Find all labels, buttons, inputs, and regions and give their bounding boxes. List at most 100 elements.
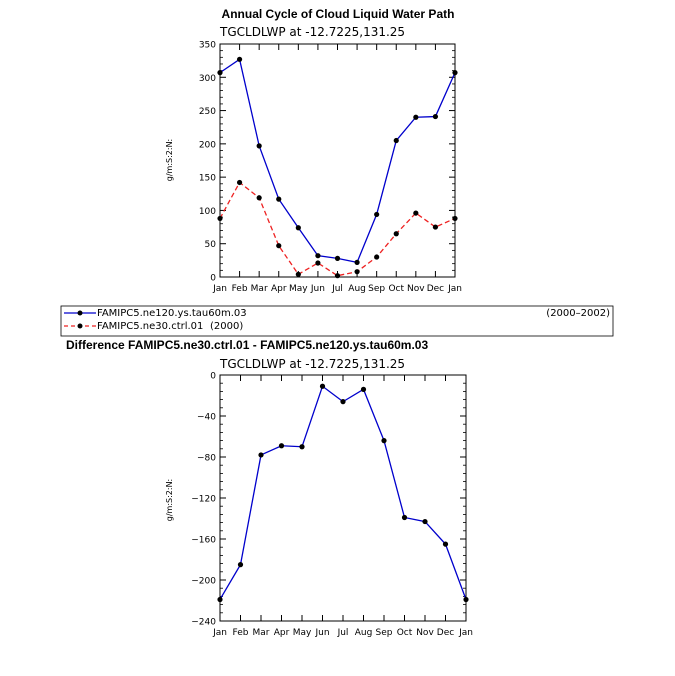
annual-cycle-chart: Annual Cycle of Cloud Liquid Water Path …	[165, 7, 462, 294]
c2-xtick-label: Oct	[397, 628, 413, 638]
chart2-subtitle: TGCLDLWP at -12.7225,131.25	[219, 357, 405, 371]
chart2-y-axis: 0 −40 −80 −120 −160 −200 −240	[191, 372, 466, 628]
c1-series-0-point	[217, 70, 223, 76]
c2-ytick-label: −40	[197, 413, 216, 423]
chart2-series	[217, 383, 469, 603]
chart1-title: Annual Cycle of Cloud Liquid Water Path	[222, 7, 455, 21]
c2-xtick-label: Jan	[212, 628, 227, 638]
c1-xtick-label: Nov	[407, 284, 425, 294]
c1-series-0-point	[315, 253, 321, 259]
c1-xtick-label: Jul	[331, 284, 343, 294]
c2-ytick-label: −80	[197, 454, 216, 464]
c1-series-1-point	[315, 260, 321, 266]
legend: FAMIPC5.ne120.ys.tau60m.03 (2000–2002) F…	[60, 305, 614, 337]
c1-xtick-label: Feb	[232, 284, 248, 294]
c2-series-0-point	[258, 452, 264, 458]
legend-label-ne120: FAMIPC5.ne120.ys.tau60m.03	[97, 308, 247, 319]
c1-series-0-point	[256, 143, 262, 149]
c1-series-0-point	[452, 70, 458, 76]
legend-period-ne120: (2000–2002)	[546, 308, 610, 319]
c2-series-0-point	[442, 541, 449, 547]
c2-xtick-label: Nov	[416, 628, 434, 638]
c1-ytick-label: 250	[199, 107, 216, 117]
chart1-subtitle: TGCLDLWP at -12.7225,131.25	[219, 25, 405, 39]
c2-ytick-label: 0	[210, 372, 216, 382]
c2-xtick-label: May	[293, 628, 312, 638]
legend-marker-ne30	[77, 323, 83, 329]
c1-ytick-label: 0	[210, 274, 216, 284]
chart2-x-axis: Jan Feb Mar Apr May Jun Jul Aug Sep Oct Nov Dec Jan	[212, 375, 473, 638]
c1-series-0-point	[393, 137, 399, 144]
c2-ytick-label: −120	[191, 495, 216, 505]
c1-series-1-point	[413, 210, 419, 216]
c1-xtick-label: Aug	[348, 284, 366, 294]
chart1-y-label: g/m:S:2:N:	[165, 139, 174, 182]
chart1-frame	[219, 43, 456, 278]
c1-series-0-point	[354, 259, 360, 265]
c1-series-0-point	[413, 114, 419, 120]
c1-series-0-point	[432, 113, 439, 120]
c2-series-0-point	[299, 444, 305, 450]
c1-ytick-label: 350	[199, 41, 216, 51]
c1-series-1-point	[354, 269, 360, 275]
c1-ytick-label: 200	[199, 140, 216, 150]
c2-xtick-label: Jan	[458, 628, 473, 638]
c1-xtick-label: Jan	[212, 284, 227, 294]
c1-series-1-point	[236, 179, 243, 186]
c2-xtick-label: Jul	[337, 628, 349, 638]
c2-series-0-point	[463, 596, 469, 603]
chart1-y-axis: 0 50 100 150 200 250 300 350	[199, 41, 455, 284]
c2-xtick-label: Apr	[274, 628, 290, 638]
c1-xtick-label: Jan	[447, 284, 462, 294]
c2-xtick-label: Jun	[314, 628, 329, 638]
c1-series-1-point	[334, 273, 341, 279]
c1-series-1-point	[276, 243, 282, 249]
c2-series-0-point	[401, 514, 408, 521]
c1-ytick-label: 150	[199, 174, 216, 184]
c1-series-1-point	[256, 195, 262, 201]
chart1-x-axis: Jan Feb Mar Apr May Jun Jul Aug Sep Oct Nov Dec Jan	[212, 44, 462, 294]
c2-series-0-point	[360, 386, 367, 392]
c1-xtick-label: Oct	[388, 284, 404, 294]
c1-series-0-point	[276, 196, 282, 202]
c1-xtick-label: Mar	[251, 284, 268, 294]
c1-series-1-point	[295, 271, 301, 277]
c1-series-line-0	[219, 58, 456, 264]
c1-series-line-1	[219, 181, 456, 277]
c2-series-0-point	[278, 443, 285, 449]
chart2-title: Difference FAMIPC5.ne30.ctrl.01 - FAMIPC…	[66, 338, 428, 352]
c2-ytick-label: −200	[191, 577, 216, 587]
c1-xtick-label: Dec	[427, 284, 444, 294]
c2-series-0-point	[422, 518, 428, 525]
c1-ytick-label: 100	[199, 207, 216, 217]
c2-xtick-label: Aug	[355, 628, 373, 638]
c2-xtick-label: Feb	[233, 628, 249, 638]
c1-series-1-point	[217, 215, 223, 222]
difference-chart: Difference FAMIPC5.ne30.ctrl.01 - FAMIPC…	[66, 338, 473, 638]
c1-series-1-point	[374, 254, 380, 260]
legend-period-ne30: (2000)	[210, 321, 243, 332]
c2-series-line-0	[219, 385, 467, 600]
chart2-frame	[219, 374, 467, 622]
c1-ytick-label: 300	[199, 74, 216, 84]
c1-xtick-label: Sep	[368, 284, 385, 294]
chart2-y-label: g/m:S:2:N:	[165, 479, 174, 522]
c1-series-0-point	[374, 211, 380, 218]
c1-xtick-label: Apr	[271, 284, 287, 294]
legend-label-ne30: FAMIPC5.ne30.ctrl.01	[97, 321, 203, 332]
c2-series-0-point	[381, 438, 387, 444]
c2-series-0-point	[217, 596, 223, 603]
c2-series-0-point	[319, 383, 326, 389]
c1-series-1-point	[393, 231, 399, 237]
c2-xtick-label: Dec	[437, 628, 454, 638]
c1-series-1-point	[432, 224, 439, 230]
legend-marker-ne120	[77, 310, 83, 316]
c2-series-0-point	[237, 562, 244, 568]
c1-series-0-point	[236, 56, 243, 62]
c2-ytick-label: −240	[191, 618, 216, 628]
c1-ytick-label: 50	[205, 240, 217, 250]
chart1-series	[217, 56, 458, 279]
c2-series-0-point	[340, 399, 346, 405]
c2-xtick-label: Sep	[376, 628, 393, 638]
c1-series-1-point	[452, 215, 458, 222]
